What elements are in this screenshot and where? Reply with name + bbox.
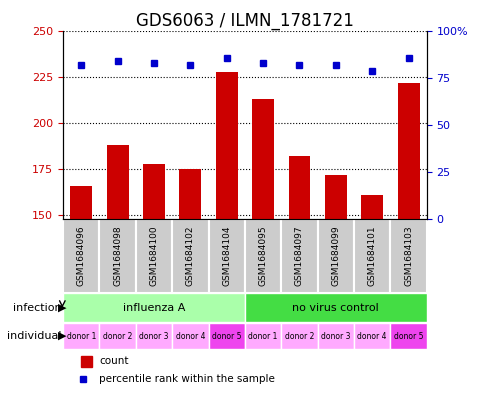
Bar bbox=[179, 169, 201, 219]
FancyBboxPatch shape bbox=[63, 294, 244, 322]
Text: donor 1: donor 1 bbox=[248, 332, 277, 341]
FancyBboxPatch shape bbox=[172, 219, 208, 293]
FancyBboxPatch shape bbox=[63, 323, 99, 349]
Bar bbox=[215, 72, 237, 219]
FancyBboxPatch shape bbox=[136, 219, 172, 293]
FancyBboxPatch shape bbox=[281, 323, 317, 349]
FancyBboxPatch shape bbox=[172, 323, 208, 349]
Text: GSM1684095: GSM1684095 bbox=[258, 226, 267, 286]
FancyBboxPatch shape bbox=[208, 219, 244, 293]
FancyBboxPatch shape bbox=[244, 219, 281, 293]
FancyBboxPatch shape bbox=[244, 294, 426, 322]
Text: GSM1684102: GSM1684102 bbox=[185, 226, 195, 286]
FancyBboxPatch shape bbox=[136, 323, 172, 349]
Text: no virus control: no virus control bbox=[292, 303, 378, 313]
Text: donor 5: donor 5 bbox=[393, 332, 423, 341]
FancyBboxPatch shape bbox=[281, 219, 317, 293]
Text: count: count bbox=[99, 356, 129, 366]
Text: GSM1684100: GSM1684100 bbox=[149, 226, 158, 286]
Text: influenza A: influenza A bbox=[122, 303, 185, 313]
FancyBboxPatch shape bbox=[317, 323, 353, 349]
Text: donor 3: donor 3 bbox=[139, 332, 168, 341]
Text: percentile rank within the sample: percentile rank within the sample bbox=[99, 374, 275, 384]
Text: donor 4: donor 4 bbox=[175, 332, 205, 341]
Bar bbox=[361, 195, 382, 219]
Text: donor 2: donor 2 bbox=[103, 332, 132, 341]
FancyBboxPatch shape bbox=[99, 323, 136, 349]
Bar bbox=[252, 99, 273, 219]
FancyBboxPatch shape bbox=[390, 219, 426, 293]
Bar bbox=[81, 356, 92, 367]
Text: GSM1684103: GSM1684103 bbox=[403, 226, 412, 286]
Text: infection: infection bbox=[13, 303, 61, 313]
Text: GSM1684101: GSM1684101 bbox=[367, 226, 376, 286]
Text: donor 3: donor 3 bbox=[320, 332, 350, 341]
FancyBboxPatch shape bbox=[99, 219, 136, 293]
Bar bbox=[106, 145, 128, 219]
FancyBboxPatch shape bbox=[208, 323, 244, 349]
FancyBboxPatch shape bbox=[353, 323, 390, 349]
Bar bbox=[70, 186, 92, 219]
Text: GSM1684104: GSM1684104 bbox=[222, 226, 231, 286]
FancyBboxPatch shape bbox=[390, 323, 426, 349]
Text: ▶: ▶ bbox=[58, 303, 66, 313]
FancyBboxPatch shape bbox=[317, 219, 353, 293]
FancyBboxPatch shape bbox=[63, 219, 99, 293]
Bar bbox=[324, 175, 346, 219]
Text: donor 5: donor 5 bbox=[212, 332, 241, 341]
Text: GSM1684097: GSM1684097 bbox=[294, 226, 303, 286]
Text: GSM1684099: GSM1684099 bbox=[331, 226, 340, 286]
Bar bbox=[288, 156, 310, 219]
Text: GSM1684096: GSM1684096 bbox=[76, 226, 86, 286]
Text: individual: individual bbox=[7, 331, 61, 341]
FancyBboxPatch shape bbox=[244, 323, 281, 349]
Text: donor 4: donor 4 bbox=[357, 332, 386, 341]
Text: GSM1684098: GSM1684098 bbox=[113, 226, 122, 286]
Text: ▶: ▶ bbox=[58, 331, 66, 341]
Title: GDS6063 / ILMN_1781721: GDS6063 / ILMN_1781721 bbox=[136, 12, 353, 30]
Bar bbox=[397, 83, 419, 219]
FancyBboxPatch shape bbox=[353, 219, 390, 293]
Bar bbox=[143, 164, 165, 219]
Text: donor 2: donor 2 bbox=[284, 332, 314, 341]
Text: donor 1: donor 1 bbox=[66, 332, 96, 341]
